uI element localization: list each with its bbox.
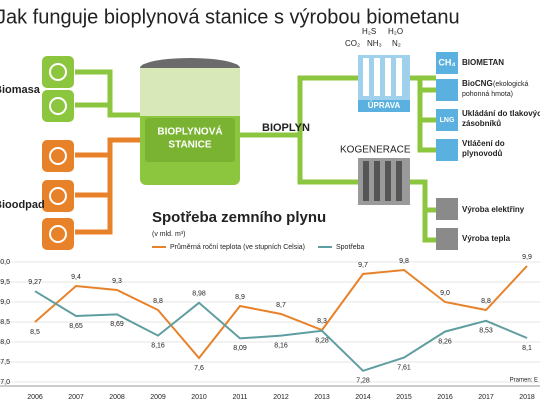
data-label: 8,16 <box>274 342 288 349</box>
icon-label: CH₄ <box>438 57 455 67</box>
x-tick-label: 2015 <box>396 394 412 401</box>
pipes <box>75 69 436 243</box>
unit-label: ÚPRAVA <box>368 101 401 110</box>
y-tick-label: 8,0 <box>0 339 10 346</box>
output-label: plynovodů <box>462 149 503 158</box>
output-label: Ukládání do tlakových <box>462 109 540 118</box>
output-label: zásobníků <box>462 119 501 128</box>
x-tick-label: 2016 <box>437 394 453 401</box>
input-icons <box>42 56 74 250</box>
line <box>34 290 528 372</box>
tank-label: BIOPLYNOVÁ <box>157 125 222 138</box>
data-label: 9,0 <box>440 290 450 297</box>
input-label: Biomasa <box>0 84 41 96</box>
data-label: 8,8 <box>481 298 491 305</box>
data-label: 7,6 <box>194 365 204 372</box>
data-label: 8,16 <box>151 342 165 349</box>
line-chart: 10,0 9,5 9,0 8,5 8,0 7,5 7,0 2006 2007 2008 2009 20… <box>0 243 540 401</box>
data-label: 8,69 <box>110 321 124 328</box>
output-icons <box>436 52 458 250</box>
gas: H₂O <box>388 27 403 36</box>
x-tick-label: 2010 <box>191 394 207 401</box>
y-tick-label: 7,0 <box>0 379 10 386</box>
tank-label: STANICE <box>168 140 211 151</box>
line <box>34 265 528 360</box>
data-label: 8,65 <box>69 323 83 330</box>
x-tick-label: 2013 <box>314 394 330 401</box>
x-tick-label: 2009 <box>150 394 166 401</box>
pipe-label: BIOPLYN <box>262 122 310 134</box>
unit-label: KOGENERACE <box>340 145 411 156</box>
data-label: 8,53 <box>479 328 493 335</box>
data-label: 9,4 <box>71 274 81 281</box>
page-title: Jak funguje bioplynová stanice s výrobou… <box>0 6 460 28</box>
x-tick-label: 2011 <box>232 394 247 401</box>
y-tick-label: 10,0 <box>0 259 10 266</box>
x-tick-label: 2012 <box>273 394 289 401</box>
output-label: BIOMETAN <box>462 58 504 67</box>
output-label: Výroba elektřiny <box>462 205 525 214</box>
gas: CO₂ <box>345 39 360 48</box>
x-tick-label: 2007 <box>68 394 84 401</box>
x-tick-label: 2014 <box>355 394 371 401</box>
output-label: Výroba tepla <box>462 234 511 243</box>
data-label: 7,28 <box>356 378 370 385</box>
x-tick-label: 2008 <box>109 394 125 401</box>
y-tick-label: 9,5 <box>0 279 10 286</box>
y-tick-label: 7,5 <box>0 359 10 366</box>
data-label: 9,9 <box>522 254 532 261</box>
icon-label: LNG <box>440 117 455 124</box>
data-label: 9,8 <box>399 258 409 265</box>
gas: N₂ <box>392 39 401 48</box>
x-tick-label: 2018 <box>519 394 535 401</box>
data-label: 9,27 <box>28 279 42 286</box>
input-label: Bioodpad <box>0 199 45 211</box>
data-label: 9,3 <box>112 278 122 285</box>
output-label: (ekologická <box>493 81 529 88</box>
gas: H₂S <box>362 27 376 36</box>
units <box>358 55 410 205</box>
data-label: 8,28 <box>315 338 329 345</box>
y-tick-label: 9,0 <box>0 299 10 306</box>
data-label: 8,7 <box>276 302 286 309</box>
source: Pramen: E <box>510 378 538 384</box>
data-label: 9,7 <box>358 262 368 269</box>
chart-subtitle: (v mld. m³) <box>152 231 185 238</box>
data-label: 8,98 <box>192 291 206 298</box>
data-label: 8,09 <box>233 345 247 352</box>
x-tick-label: 2006 <box>27 394 43 401</box>
tank <box>140 58 240 185</box>
legend-label: Průměrná roční teplota (ve stupních Cels… <box>170 243 305 251</box>
y-tick-label: 8,5 <box>0 319 10 326</box>
data-label: 8,26 <box>438 338 452 345</box>
data-label: 8,1 <box>522 345 532 352</box>
legend-label: Spotřeba <box>336 244 365 251</box>
chart-title: Spotřeba zemního plynu <box>152 209 326 226</box>
data-label: 8,8 <box>153 298 163 305</box>
output-label: BioCNG <box>462 79 493 88</box>
data-label: 8,5 <box>30 329 40 336</box>
data-label: 7,61 <box>397 364 411 371</box>
x-tick-label: 2017 <box>478 394 494 401</box>
data-label: 8,9 <box>235 294 245 301</box>
data-label: 8,3 <box>317 318 327 325</box>
output-label: Vtláčení do <box>462 139 505 148</box>
output-label: pohonná hmota) <box>462 91 513 98</box>
gas: NH₃ <box>367 39 382 48</box>
